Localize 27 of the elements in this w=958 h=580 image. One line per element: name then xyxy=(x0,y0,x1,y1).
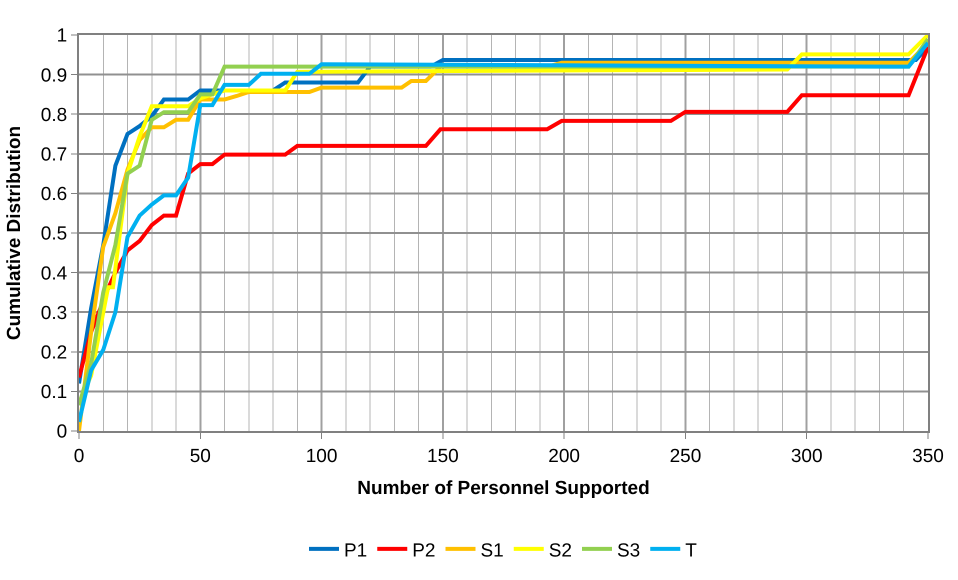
y-tick-label: 0 xyxy=(56,422,68,443)
legend-label: S1 xyxy=(480,540,504,562)
y-tick-label: 0.9 xyxy=(40,65,68,86)
y-axis-title: Cumulative Distribution xyxy=(4,126,26,340)
y-tick-label: 0.5 xyxy=(40,224,68,245)
y-tick-label: 0.1 xyxy=(40,382,68,404)
x-tick-label: 200 xyxy=(548,446,580,467)
legend-label: T xyxy=(685,540,698,562)
legend-label: P2 xyxy=(412,540,436,562)
x-tick-label: 150 xyxy=(427,446,459,467)
y-tick-label: 0.7 xyxy=(40,144,68,166)
legend-label: S3 xyxy=(617,540,640,562)
legend-label: P1 xyxy=(344,540,368,562)
y-tick-label: 0.6 xyxy=(40,184,68,206)
x-tick-label: 50 xyxy=(190,446,211,467)
y-tick-label: 0.2 xyxy=(40,342,68,364)
y-tick-label: 1 xyxy=(56,26,68,47)
x-tick-label: 100 xyxy=(306,446,338,467)
x-tick-label: 250 xyxy=(670,446,702,467)
x-axis-title: Number of Personnel Supported xyxy=(357,478,650,500)
y-tick-label: 0.3 xyxy=(40,302,68,324)
legend-label: S2 xyxy=(548,540,572,562)
y-tick-label: 0.8 xyxy=(40,104,68,126)
x-tick-label: 0 xyxy=(74,446,84,467)
x-tick-label: 350 xyxy=(912,446,944,467)
x-tick-label: 300 xyxy=(790,446,823,467)
y-tick-label: 0.4 xyxy=(40,263,68,284)
